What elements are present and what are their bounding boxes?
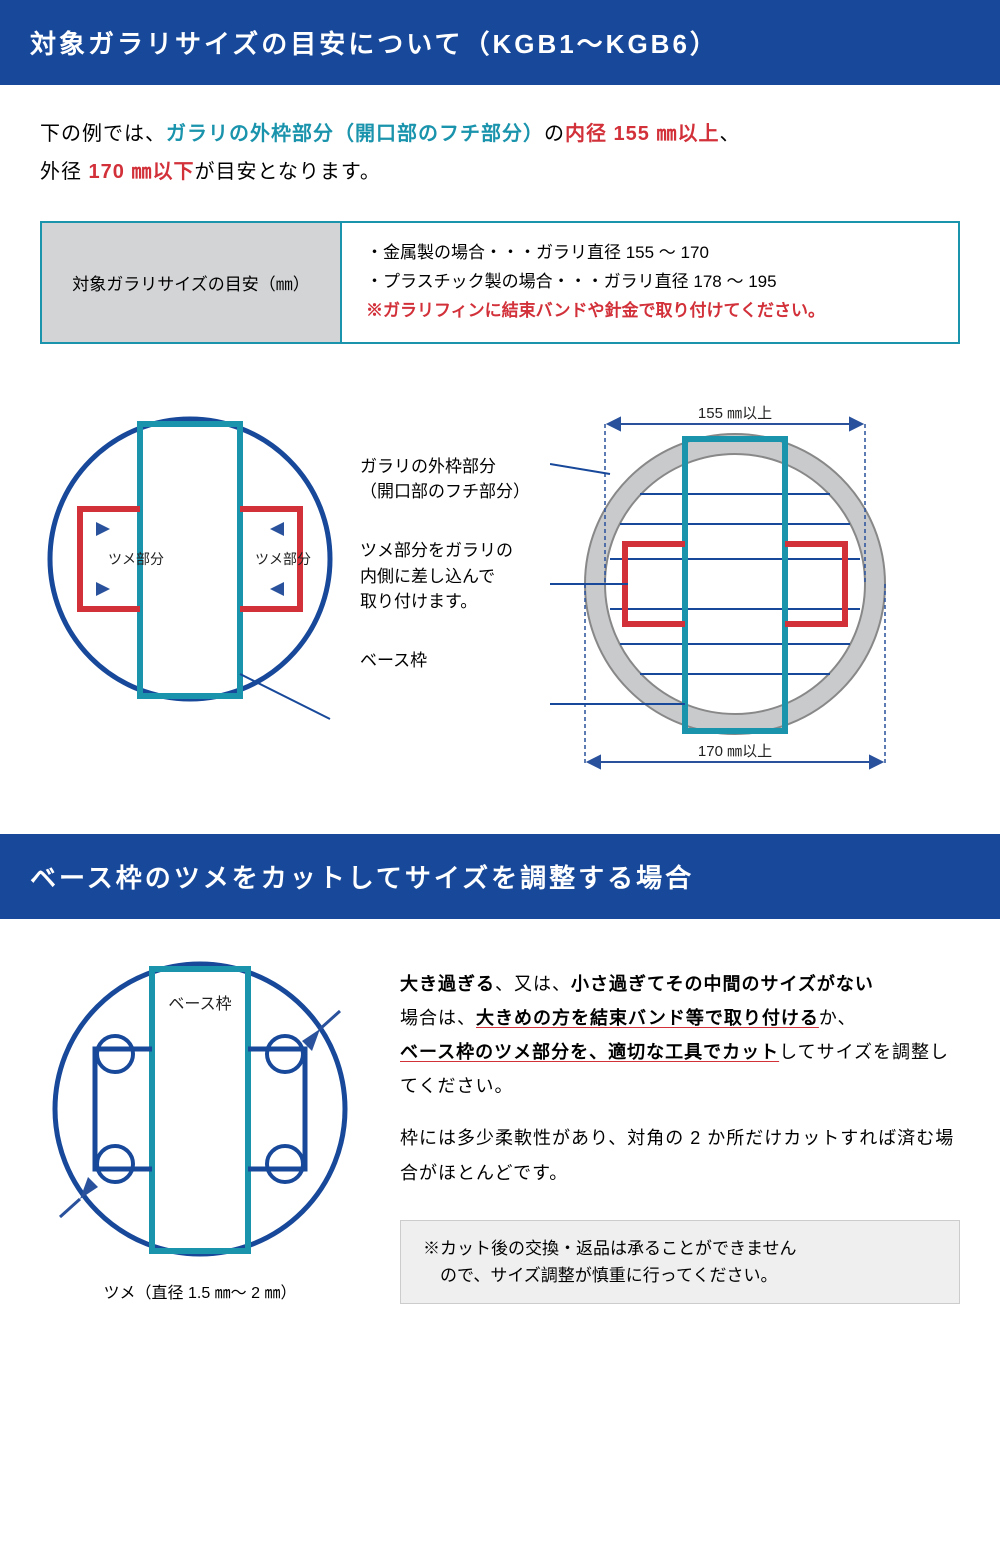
intro-p1d: 内径 155 ㎜以上 xyxy=(565,123,719,145)
table-left-label: 対象ガラリサイズの目安（㎜） xyxy=(42,223,342,342)
section2-text: 大き過ぎる、又は、小さ過ぎてその中間のサイズがない 場合は、大きめの方を結束バン… xyxy=(400,949,960,1305)
base-frame-label: ベース枠 xyxy=(360,648,530,684)
table-row1: ・金属製の場合・・・ガラリ直径 155 〜 170 xyxy=(366,239,825,268)
left-diagram: ツメ部分 ツメ部分 xyxy=(40,384,340,744)
diagram-row: ツメ部分 ツメ部分 ガラリの外枠部分 （開口部のフチ部分） ツメ部分をガラリの … xyxy=(40,384,960,784)
intro-p2b: 170 ㎜以下 xyxy=(82,161,194,183)
table-row2: ・プラスチック製の場合・・・ガラリ直径 178 〜 195 xyxy=(366,268,825,297)
intro-p1a: 下の例では、 xyxy=(40,123,166,145)
size-table: 対象ガラリサイズの目安（㎜） ・金属製の場合・・・ガラリ直径 155 〜 170… xyxy=(40,221,960,344)
tsume-caption: ツメ（直径 1.5 ㎜〜 2 ㎜） xyxy=(104,1279,297,1303)
table-row3: ※ガラリフィンに結束バンドや針金で取り付けてください。 xyxy=(366,297,825,326)
intro-p1c: の xyxy=(544,123,565,145)
svg-text:170 ㎜以上: 170 ㎜以上 xyxy=(698,743,772,760)
middle-labels: ガラリの外枠部分 （開口部のフチ部分） ツメ部分をガラリの 内側に差し込んで 取… xyxy=(360,384,530,724)
intro-text: 下の例では、ガラリの外枠部分（開口部のフチ部分）の内径 155 ㎜以上、 外径 … xyxy=(40,115,960,191)
svg-text:ベース枠: ベース枠 xyxy=(168,995,231,1013)
section1-header: 対象ガラリサイズの目安について（KGB1〜KGB6） xyxy=(0,0,1000,85)
table-right: ・金属製の場合・・・ガラリ直径 155 〜 170 ・プラスチック製の場合・・・… xyxy=(342,223,849,342)
section2-diagram-col: ベース枠 ツメ（直径 1.5 ㎜〜 2 ㎜） xyxy=(40,949,360,1303)
outer-frame-label: ガラリの外枠部分 （開口部のフチ部分） xyxy=(360,454,530,505)
section1-content: 下の例では、ガラリの外枠部分（開口部のフチ部分）の内径 155 ㎜以上、 外径 … xyxy=(0,85,1000,814)
intro-p2c: が目安となります。 xyxy=(194,161,380,183)
tsume-instruction: ツメ部分をガラリの 内側に差し込んで 取り付けます。 xyxy=(360,538,530,615)
section2-content: ベース枠 ツメ（直径 1.5 ㎜〜 2 ㎜） 大き過ぎる、又は、小さ過ぎてその中… xyxy=(0,919,1000,1335)
svg-text:155 ㎜以上: 155 ㎜以上 xyxy=(698,405,772,422)
intro-p1b: ガラリの外枠部分（開口部のフチ部分） xyxy=(166,123,544,145)
svg-text:ツメ部分: ツメ部分 xyxy=(255,551,311,567)
svg-text:ツメ部分: ツメ部分 xyxy=(108,551,164,567)
right-diagram: 155 ㎜以上 170 ㎜以上 xyxy=(550,384,920,784)
s2-p1: 大き過ぎる、又は、小さ過ぎてその中間のサイズがない 場合は、大きめの方を結束バン… xyxy=(400,967,960,1104)
caution-note: ※カット後の交換・返品は承ることができません ので、サイズ調整が慎重に行ってくだ… xyxy=(400,1220,960,1304)
s2-p2: 枠には多少柔軟性があり、対角の 2 か所だけカットすれば済む場合がほとんどです。 xyxy=(400,1121,960,1189)
cut-diagram: ベース枠 xyxy=(40,949,360,1269)
intro-p1e: 、 xyxy=(719,123,740,145)
section2-header: ベース枠のツメをカットしてサイズを調整する場合 xyxy=(0,834,1000,919)
intro-p2a: 外径 xyxy=(40,161,82,183)
